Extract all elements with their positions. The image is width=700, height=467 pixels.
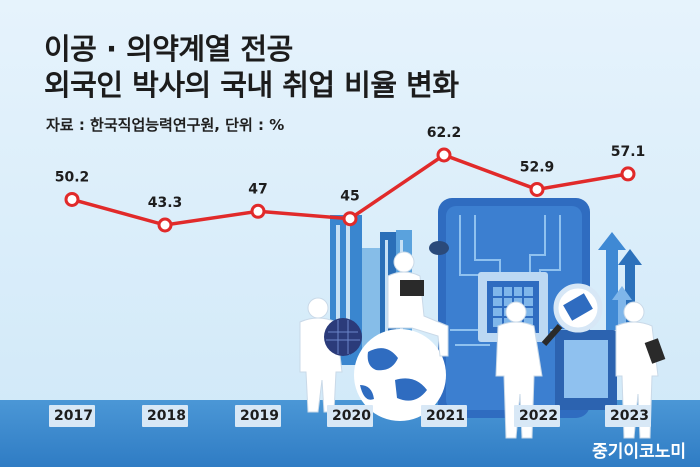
x-tick-label-2023: 2023 bbox=[605, 405, 651, 427]
x-tick-label-2021: 2021 bbox=[421, 405, 467, 427]
x-tick-label-2017: 2017 bbox=[49, 405, 95, 427]
x-tick-label-2019: 2019 bbox=[235, 405, 281, 427]
data-point-2017 bbox=[64, 191, 80, 207]
data-point-2021 bbox=[436, 147, 452, 163]
x-tick-label-2022: 2022 bbox=[514, 405, 560, 427]
x-tick-label-2020: 2020 bbox=[327, 405, 373, 427]
data-point-2019 bbox=[250, 203, 266, 219]
data-point-2018 bbox=[157, 217, 173, 233]
data-point-2020 bbox=[342, 211, 358, 227]
data-label-2023: 57.1 bbox=[611, 144, 646, 160]
data-label-2022: 52.9 bbox=[520, 159, 555, 175]
data-point-2023 bbox=[620, 166, 636, 182]
data-point-2022 bbox=[529, 181, 545, 197]
data-label-2020: 45 bbox=[340, 189, 359, 205]
data-label-2019: 47 bbox=[248, 181, 267, 197]
chart-title-line2: 외국인 박사의 국내 취업 비율 변화 bbox=[44, 68, 459, 102]
data-label-2018: 43.3 bbox=[148, 195, 183, 211]
data-label-2021: 62.2 bbox=[427, 125, 462, 141]
x-tick-label-2018: 2018 bbox=[142, 405, 188, 427]
brand-logo-text: 중기이코노미 bbox=[592, 442, 686, 462]
chart-title-line1: 이공 · 의약계열 전공 bbox=[44, 32, 293, 66]
data-label-2017: 50.2 bbox=[55, 169, 90, 185]
source-note: 자료 : 한국직업능력연구원, 단위 : % bbox=[46, 116, 285, 134]
